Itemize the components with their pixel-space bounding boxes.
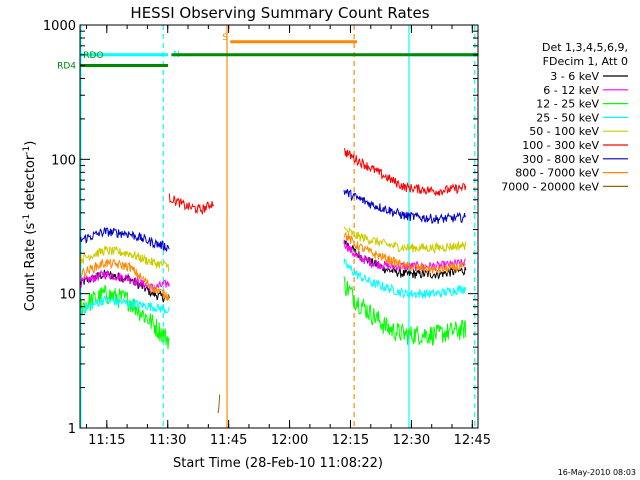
flag-bars: NSRDORD4 xyxy=(57,33,478,71)
legend-label-7000-20000-kev: 7000 - 20000 keV xyxy=(501,180,599,193)
y-tick-label-1: 10 xyxy=(59,288,76,303)
x-tick-label-3: 12:00 xyxy=(271,433,308,448)
legend-item-50-100-kev: 50 - 100 keV xyxy=(529,125,628,138)
legend-item-7000-20000-kev: 7000 - 20000 keV xyxy=(501,180,628,193)
legend-label-50-100-kev: 50 - 100 keV xyxy=(529,125,599,138)
legend-label-3-6-kev: 3 - 6 keV xyxy=(550,70,599,83)
legend-header-2: FDecim 1, Att 0 xyxy=(543,55,628,68)
x-tick-label-4: 12:15 xyxy=(332,433,369,448)
y-tick-label-2: 100 xyxy=(51,153,76,168)
series-12-25-kev-seg1 xyxy=(80,284,170,350)
series-50-100-kev xyxy=(80,226,467,273)
plot-frame xyxy=(79,24,479,429)
legend-label-6-12-kev: 6 - 12 keV xyxy=(543,84,599,97)
y-tick-label-3: 1000 xyxy=(43,19,76,34)
series-100-300-kev-seg1 xyxy=(168,193,215,215)
legend-label-100-300-kev: 100 - 300 keV xyxy=(522,139,599,152)
y-label-sup1: -1 xyxy=(22,214,32,223)
x-tick-label-1: 11:30 xyxy=(149,433,186,448)
legend-item-800-7000-kev: 800 - 7000 keV xyxy=(515,167,628,180)
legend: Det 1,3,4,5,6,9, FDecim 1, Att 0 3 - 6 k… xyxy=(501,41,628,193)
series-7000-20000-kev-seg1 xyxy=(217,394,221,414)
series-300-800-kev-seg2 xyxy=(343,189,467,224)
y-tick-label-0: 1 xyxy=(68,422,76,437)
legend-item-6-12-kev: 6 - 12 keV xyxy=(543,84,628,97)
y-axis-label: Count Rate (s-1 detector-1) xyxy=(22,141,38,312)
legend-item-25-50-kev: 25 - 50 keV xyxy=(536,111,628,124)
y-label-sup2: -1 xyxy=(22,146,32,155)
series-25-50-kev-seg1 xyxy=(80,294,170,314)
legend-label-25-50-kev: 25 - 50 keV xyxy=(536,111,599,124)
series-100-300-kev-seg2 xyxy=(343,148,467,197)
series-25-50-kev-seg2 xyxy=(343,257,467,299)
series-7000-20000-kev xyxy=(217,394,221,414)
flag-label-rdo: RDO xyxy=(83,51,103,61)
event-lines xyxy=(80,25,476,428)
series-300-800-kev xyxy=(80,189,467,252)
x-tick-label-6: 12:45 xyxy=(454,433,491,448)
series-800-7000-kev-seg2 xyxy=(343,232,466,275)
flag-label-s: S xyxy=(222,33,228,43)
series-800-7000-kev xyxy=(80,232,466,302)
y-label-part2: detector xyxy=(23,154,38,214)
legend-item-3-6-kev: 3 - 6 keV xyxy=(550,70,628,83)
series-50-100-kev-seg2 xyxy=(343,226,467,255)
legend-label-800-7000-kev: 800 - 7000 keV xyxy=(515,167,599,180)
legend-label-300-800-kev: 300 - 800 keV xyxy=(522,153,599,166)
series-50-100-kev-seg1 xyxy=(80,244,170,273)
y-label-part1: Count Rate (s xyxy=(23,223,38,312)
legend-label-12-25-kev: 12 - 25 keV xyxy=(536,98,599,111)
series-800-7000-kev-seg1 xyxy=(80,258,170,302)
x-tick-label-0: 11:15 xyxy=(88,433,125,448)
flag-label-rd4: RD4 xyxy=(57,61,76,71)
x-axis-label: Start Time (28-Feb-10 11:08:22) xyxy=(173,456,383,471)
series-12-25-kev-seg2 xyxy=(343,276,467,347)
series-layer xyxy=(80,148,467,414)
footer-timestamp: 16-May-2010 08:03 xyxy=(558,468,636,477)
x-tick-label-5: 12:30 xyxy=(393,433,430,448)
x-tick-label-2: 11:45 xyxy=(210,433,247,448)
axes: 11:15 11:30 11:45 12:00 12:15 12:30 12:45 1 10 10… xyxy=(43,19,491,448)
legend-item-100-300-kev: 100 - 300 keV xyxy=(522,139,628,152)
legend-item-300-800-kev: 300 - 800 keV xyxy=(522,153,628,166)
chart-title: HESSI Observing Summary Count Rates xyxy=(130,4,429,22)
legend-header-1: Det 1,3,4,5,6,9, xyxy=(542,41,628,54)
y-label-part3: ) xyxy=(23,141,38,146)
series-300-800-kev-seg1 xyxy=(80,227,170,252)
series-100-300-kev xyxy=(168,148,467,215)
series-12-25-kev xyxy=(80,276,467,350)
legend-item-12-25-kev: 12 - 25 keV xyxy=(536,98,628,111)
series-25-50-kev xyxy=(80,257,467,314)
